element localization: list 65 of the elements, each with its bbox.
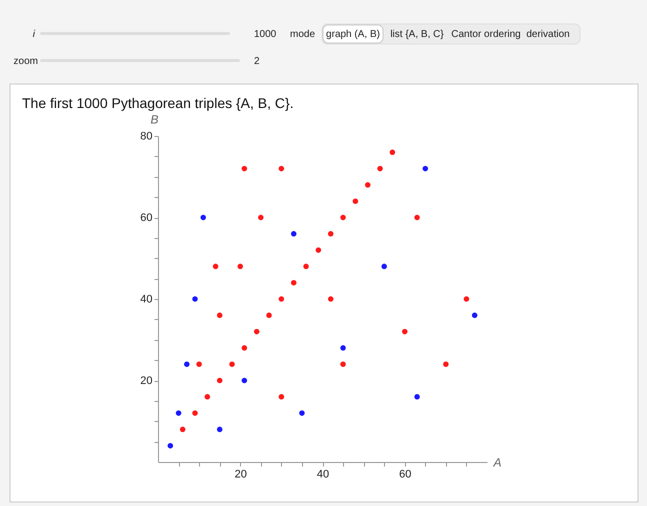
point bbox=[204, 394, 210, 400]
point bbox=[200, 214, 206, 220]
text: mode bbox=[290, 29, 316, 40]
point bbox=[472, 312, 478, 318]
point bbox=[316, 247, 322, 253]
point bbox=[464, 296, 470, 302]
point bbox=[328, 296, 334, 302]
point bbox=[212, 264, 218, 270]
point bbox=[258, 214, 264, 220]
text: Cantor ordering bbox=[451, 29, 521, 40]
point bbox=[328, 231, 334, 237]
point bbox=[192, 296, 198, 302]
point bbox=[278, 166, 284, 172]
text: zoom bbox=[14, 56, 38, 67]
text: i bbox=[32, 29, 36, 40]
point bbox=[229, 361, 235, 367]
x-tick-label: 60 bbox=[399, 468, 412, 480]
text: 2 bbox=[254, 56, 260, 67]
point bbox=[242, 345, 248, 351]
point bbox=[414, 214, 420, 220]
x-tick-label: 20 bbox=[234, 468, 247, 480]
point bbox=[238, 264, 243, 270]
point bbox=[290, 231, 296, 237]
point bbox=[365, 182, 370, 188]
point bbox=[299, 410, 305, 416]
point bbox=[216, 312, 222, 318]
point bbox=[184, 361, 190, 367]
point bbox=[381, 264, 387, 270]
point bbox=[242, 378, 248, 384]
x-tick-label: 40 bbox=[316, 468, 330, 480]
point bbox=[340, 345, 346, 351]
point bbox=[414, 394, 420, 400]
point bbox=[216, 378, 222, 384]
point bbox=[390, 150, 396, 156]
x-axis-title: A bbox=[492, 456, 502, 470]
point bbox=[242, 166, 248, 172]
y-tick-label: 40 bbox=[140, 294, 152, 306]
point bbox=[266, 312, 272, 318]
point bbox=[278, 394, 284, 400]
y-tick-label: 80 bbox=[140, 130, 152, 142]
chart-title: The first 1000 Pythagorean triples {A, B, C}. bbox=[22, 95, 294, 111]
y-tick-label: 20 bbox=[140, 375, 152, 387]
point bbox=[290, 280, 296, 286]
point bbox=[196, 361, 202, 367]
point bbox=[340, 361, 346, 367]
point bbox=[176, 410, 182, 416]
point bbox=[303, 264, 309, 270]
point bbox=[340, 214, 346, 220]
point bbox=[180, 426, 186, 432]
text: list {A, B, C} bbox=[390, 29, 444, 40]
point bbox=[352, 198, 358, 204]
point bbox=[377, 166, 383, 172]
point bbox=[443, 361, 449, 367]
text: graph (A, B) bbox=[326, 29, 380, 40]
text: 1000 bbox=[254, 29, 277, 40]
point bbox=[278, 296, 284, 302]
point bbox=[422, 166, 428, 172]
point bbox=[192, 410, 198, 416]
point bbox=[168, 442, 174, 448]
point bbox=[216, 426, 222, 432]
y-axis-title: B bbox=[150, 112, 158, 126]
text: derivation bbox=[526, 29, 570, 40]
y-tick-label: 60 bbox=[140, 212, 152, 224]
point bbox=[254, 328, 260, 334]
point bbox=[402, 328, 408, 334]
